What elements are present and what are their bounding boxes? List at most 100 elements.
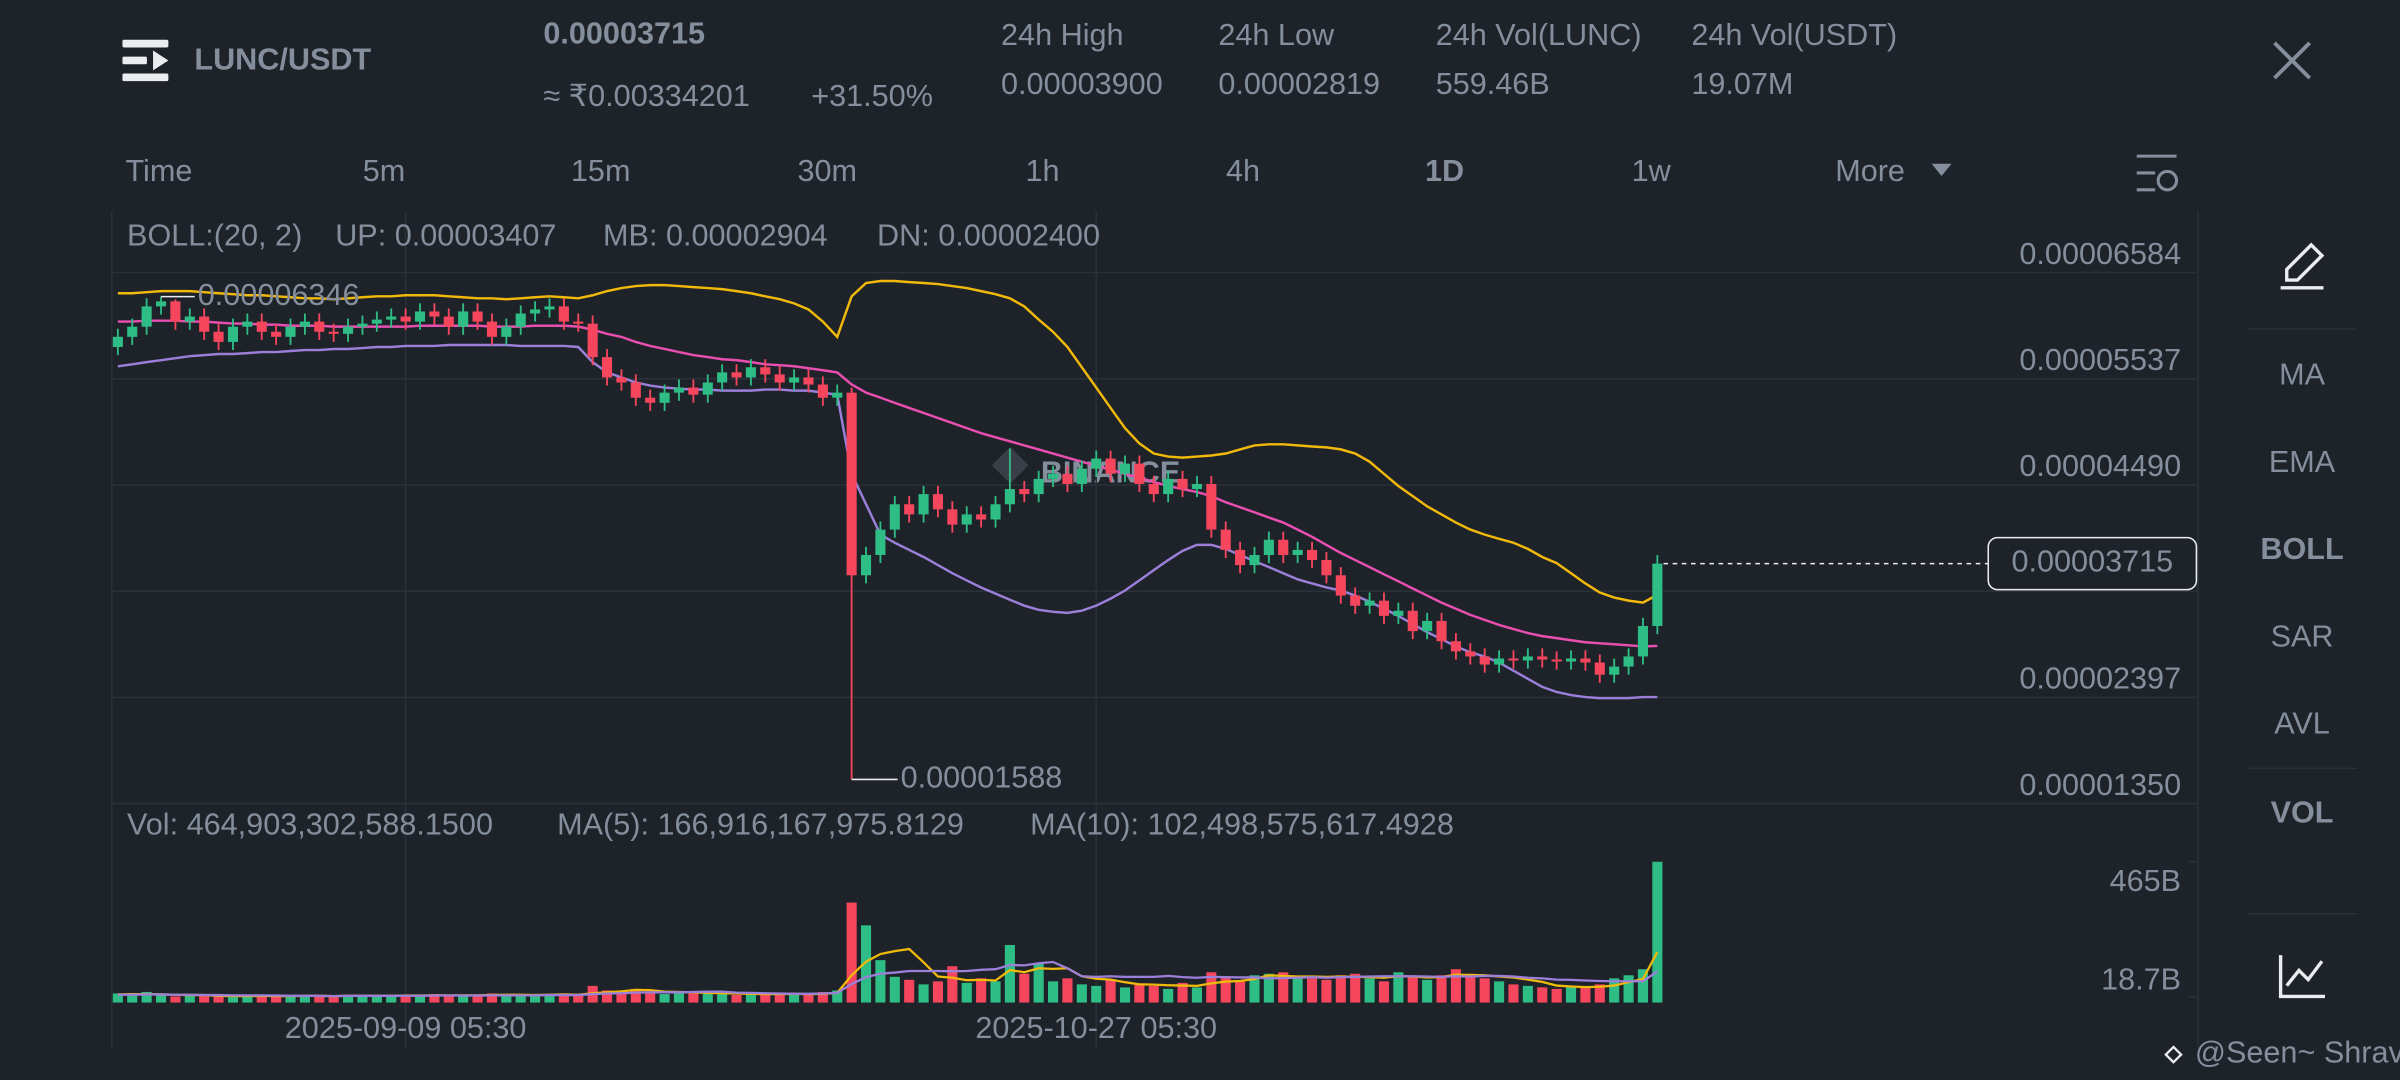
volume-bar xyxy=(184,995,195,1003)
candle-body xyxy=(343,326,354,334)
chart-settings-icon[interactable] xyxy=(2136,154,2179,192)
volume-bar xyxy=(472,995,483,1003)
indicator-toggle[interactable]: AVL xyxy=(2274,707,2330,741)
interval-tab[interactable]: 1w xyxy=(1632,154,1672,188)
volume-bar xyxy=(400,995,411,1003)
indicator-toggle[interactable]: SAR xyxy=(2271,619,2334,653)
volume-bar xyxy=(702,992,713,1003)
last-price-box xyxy=(1987,536,2198,591)
candle-body xyxy=(1393,610,1404,616)
volume-bar xyxy=(1551,988,1562,1003)
candle-body xyxy=(1292,549,1303,555)
pair-title: LUNC/USDT xyxy=(194,42,371,76)
interval-tab[interactable]: 5m xyxy=(363,154,406,188)
candle-body xyxy=(184,316,195,322)
candle-body xyxy=(832,392,843,398)
candle-body xyxy=(558,306,569,322)
volume-bar xyxy=(544,994,555,1003)
candle-body xyxy=(1206,483,1217,530)
candle-body xyxy=(1378,600,1390,616)
volume-bar xyxy=(314,996,325,1003)
volume-bar xyxy=(1594,984,1605,1003)
candle-body xyxy=(803,377,814,385)
last-price-label: 0.00003715 xyxy=(2011,545,2173,579)
volume-bar xyxy=(645,993,656,1003)
volume-bar xyxy=(515,995,526,1003)
volume-bar xyxy=(1306,978,1318,1003)
candle-body xyxy=(990,504,1001,520)
interval-tab[interactable]: 1D xyxy=(1425,154,1464,188)
candle-body xyxy=(1048,473,1059,479)
candle-body xyxy=(1436,620,1447,642)
volume-bar xyxy=(1407,976,1418,1003)
icon-axes xyxy=(2278,955,2325,999)
candle-body xyxy=(1364,600,1375,606)
candle-body xyxy=(1278,539,1289,555)
volume-bar xyxy=(1148,985,1159,1003)
candle-body xyxy=(371,319,382,324)
candle-body xyxy=(1637,626,1649,657)
candle-body xyxy=(1494,658,1505,665)
candle-body xyxy=(227,326,239,342)
candle-body xyxy=(1091,458,1102,469)
candle-body xyxy=(1422,620,1433,632)
candle-body xyxy=(1148,483,1159,495)
volume-bar xyxy=(1609,978,1620,1003)
close-button[interactable] xyxy=(2273,41,2312,80)
candle-body xyxy=(961,514,972,525)
volume-bar xyxy=(227,997,239,1003)
legend-entry: MA(10): 102,498,575,617.4928 xyxy=(1030,808,1454,842)
volume-bar xyxy=(889,976,900,1003)
menu-icon[interactable] xyxy=(122,39,169,82)
indicator-chart-icon[interactable] xyxy=(2278,955,2325,999)
indicator-toggle[interactable]: EMA xyxy=(2269,445,2336,479)
interval-tab[interactable]: Time xyxy=(126,154,193,188)
volume-bar xyxy=(443,996,454,1003)
candle-body xyxy=(1177,478,1188,490)
icon-gear xyxy=(2156,169,2179,192)
interval-tab[interactable]: More xyxy=(1835,154,1905,188)
interval-tab[interactable]: 1h xyxy=(1026,154,1060,188)
volume-bar xyxy=(1479,978,1490,1003)
volume-bar xyxy=(199,994,210,1003)
candle-body xyxy=(256,321,267,332)
interval-tab[interactable]: 4h xyxy=(1226,154,1260,188)
volume-bar xyxy=(1249,975,1260,1003)
candle-body xyxy=(515,313,526,327)
candle-body xyxy=(1335,575,1346,596)
volume-bar xyxy=(429,994,440,1003)
volume-bar xyxy=(256,994,267,1003)
candle-body xyxy=(1565,658,1577,662)
interval-tab[interactable]: 15m xyxy=(571,154,631,188)
indicator-toggle[interactable]: VOL xyxy=(2271,795,2334,829)
candle-body xyxy=(659,392,670,403)
candle-body xyxy=(860,554,872,576)
candle-body xyxy=(846,392,857,576)
interval-tab[interactable]: 30m xyxy=(797,154,857,188)
volume-bar xyxy=(458,995,469,1003)
candle-body xyxy=(170,301,181,322)
candle-body xyxy=(1522,656,1533,661)
y-tick-label: 0.00005537 xyxy=(2019,343,2181,377)
candle-body xyxy=(1652,563,1663,627)
volume-bar xyxy=(1163,988,1174,1003)
candle-body xyxy=(976,514,987,520)
volume-bar xyxy=(558,995,569,1003)
y-tick-label: 0.00002397 xyxy=(2019,662,2181,696)
legend-entry: DN: 0.00002400 xyxy=(877,218,1100,252)
volume-bar xyxy=(1119,987,1131,1003)
more-caret[interactable] xyxy=(1931,163,1952,177)
volume-bar xyxy=(1220,976,1231,1003)
indicator-toggle[interactable]: MA xyxy=(2279,358,2325,392)
candle-body xyxy=(875,529,886,555)
candle-body xyxy=(314,321,325,332)
x-tick-label: 2025-09-09 05:30 xyxy=(285,1011,527,1045)
indicator-toggle[interactable]: BOLL xyxy=(2260,532,2343,566)
volume-bar xyxy=(1364,978,1375,1003)
stat-value: 559.46B xyxy=(1436,67,1550,101)
draw-tool-icon[interactable] xyxy=(2280,242,2325,290)
volume-bar xyxy=(1378,981,1390,1003)
volume-bar xyxy=(961,982,972,1003)
candle-body xyxy=(1450,641,1461,652)
